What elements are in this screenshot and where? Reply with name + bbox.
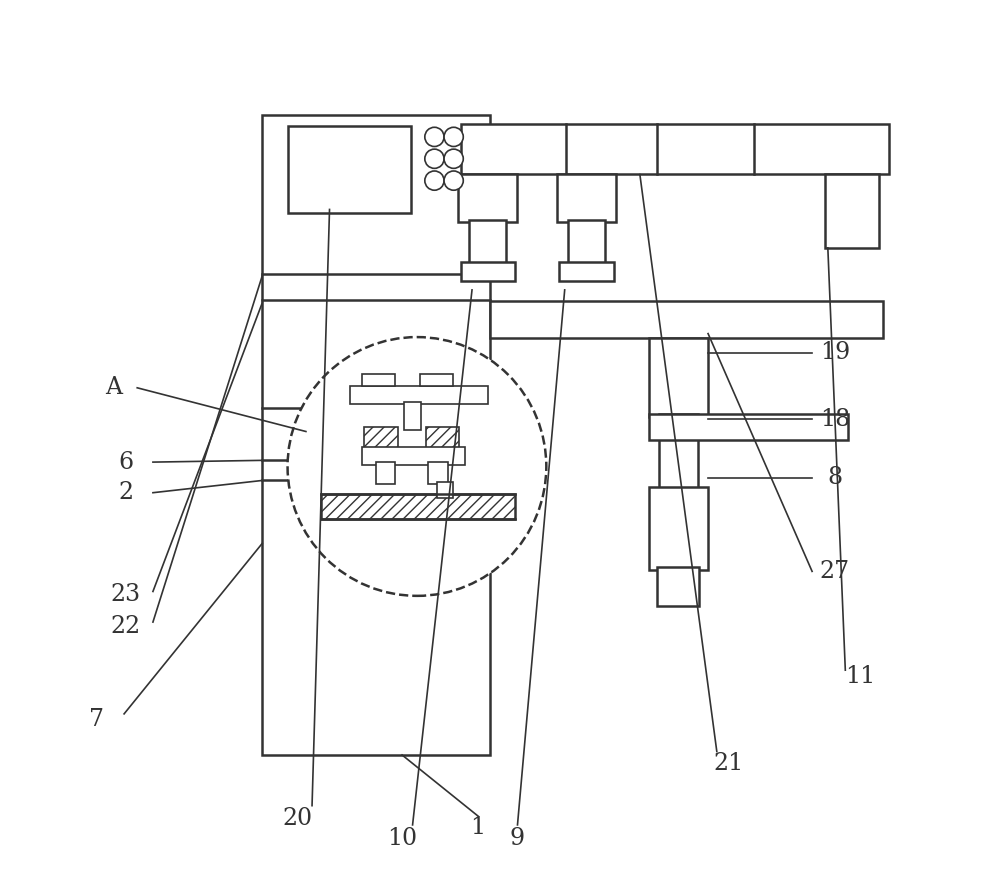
Text: 11: 11 (845, 665, 875, 688)
Text: 21: 21 (714, 752, 744, 775)
Text: 10: 10 (387, 827, 417, 851)
Text: A: A (105, 376, 122, 399)
Bar (461, 262, 515, 282)
Text: 19: 19 (820, 341, 850, 364)
Bar (364, 427, 398, 449)
Circle shape (444, 171, 463, 190)
Bar (649, 414, 848, 440)
Text: 18: 18 (820, 408, 850, 431)
Bar (376, 462, 395, 484)
Bar (362, 447, 465, 465)
Bar (262, 115, 490, 755)
Circle shape (425, 171, 444, 190)
Text: 1: 1 (471, 816, 486, 839)
Bar (426, 427, 459, 449)
Bar (657, 567, 699, 606)
Text: 2: 2 (118, 481, 133, 504)
Bar (321, 495, 515, 519)
Text: 6: 6 (118, 451, 133, 474)
Text: 8: 8 (827, 467, 842, 489)
Circle shape (425, 127, 444, 146)
Bar (437, 482, 453, 498)
Circle shape (444, 149, 463, 168)
Bar (568, 220, 605, 264)
Text: 7: 7 (89, 709, 104, 731)
Text: 27: 27 (820, 560, 850, 583)
Bar (350, 386, 488, 403)
Bar (649, 487, 708, 570)
Bar (825, 174, 879, 248)
Bar (458, 175, 517, 222)
Bar (404, 402, 421, 430)
Text: 23: 23 (111, 582, 141, 606)
Bar (420, 374, 453, 386)
Bar (428, 462, 448, 484)
Text: 9: 9 (510, 827, 525, 851)
Bar (461, 124, 889, 175)
Bar (469, 220, 506, 264)
Bar (362, 374, 395, 386)
Circle shape (425, 149, 444, 168)
Circle shape (288, 337, 546, 595)
Text: 22: 22 (111, 615, 141, 638)
Circle shape (444, 127, 463, 146)
Bar (288, 125, 411, 213)
Bar (649, 338, 708, 417)
Bar (659, 414, 698, 537)
Bar (490, 301, 883, 338)
Text: 20: 20 (282, 808, 312, 831)
Bar (559, 262, 614, 282)
Bar (557, 175, 616, 222)
